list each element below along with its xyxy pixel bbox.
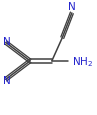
- Text: N: N: [3, 37, 10, 47]
- Text: N: N: [3, 76, 10, 86]
- Text: NH$_2$: NH$_2$: [72, 55, 93, 68]
- Text: N: N: [68, 2, 75, 12]
